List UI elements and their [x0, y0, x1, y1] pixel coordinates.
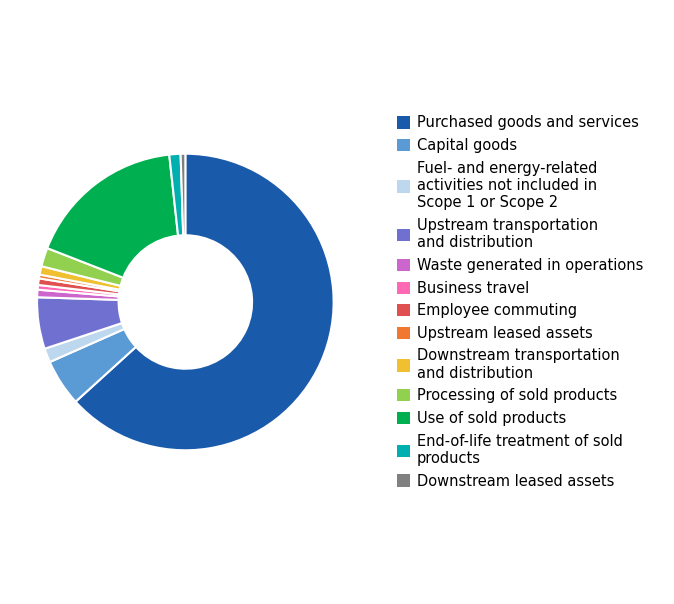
Wedge shape — [50, 329, 136, 402]
Wedge shape — [181, 154, 185, 236]
Wedge shape — [47, 155, 178, 278]
Wedge shape — [39, 275, 120, 291]
Wedge shape — [38, 285, 119, 297]
Legend: Purchased goods and services, Capital goods, Fuel- and energy-related
activities: Purchased goods and services, Capital go… — [396, 115, 643, 489]
Wedge shape — [37, 290, 119, 300]
Wedge shape — [169, 154, 183, 236]
Wedge shape — [40, 266, 121, 290]
Wedge shape — [37, 297, 122, 349]
Wedge shape — [44, 323, 124, 362]
Wedge shape — [38, 278, 119, 294]
Wedge shape — [75, 154, 334, 450]
Wedge shape — [41, 248, 123, 286]
